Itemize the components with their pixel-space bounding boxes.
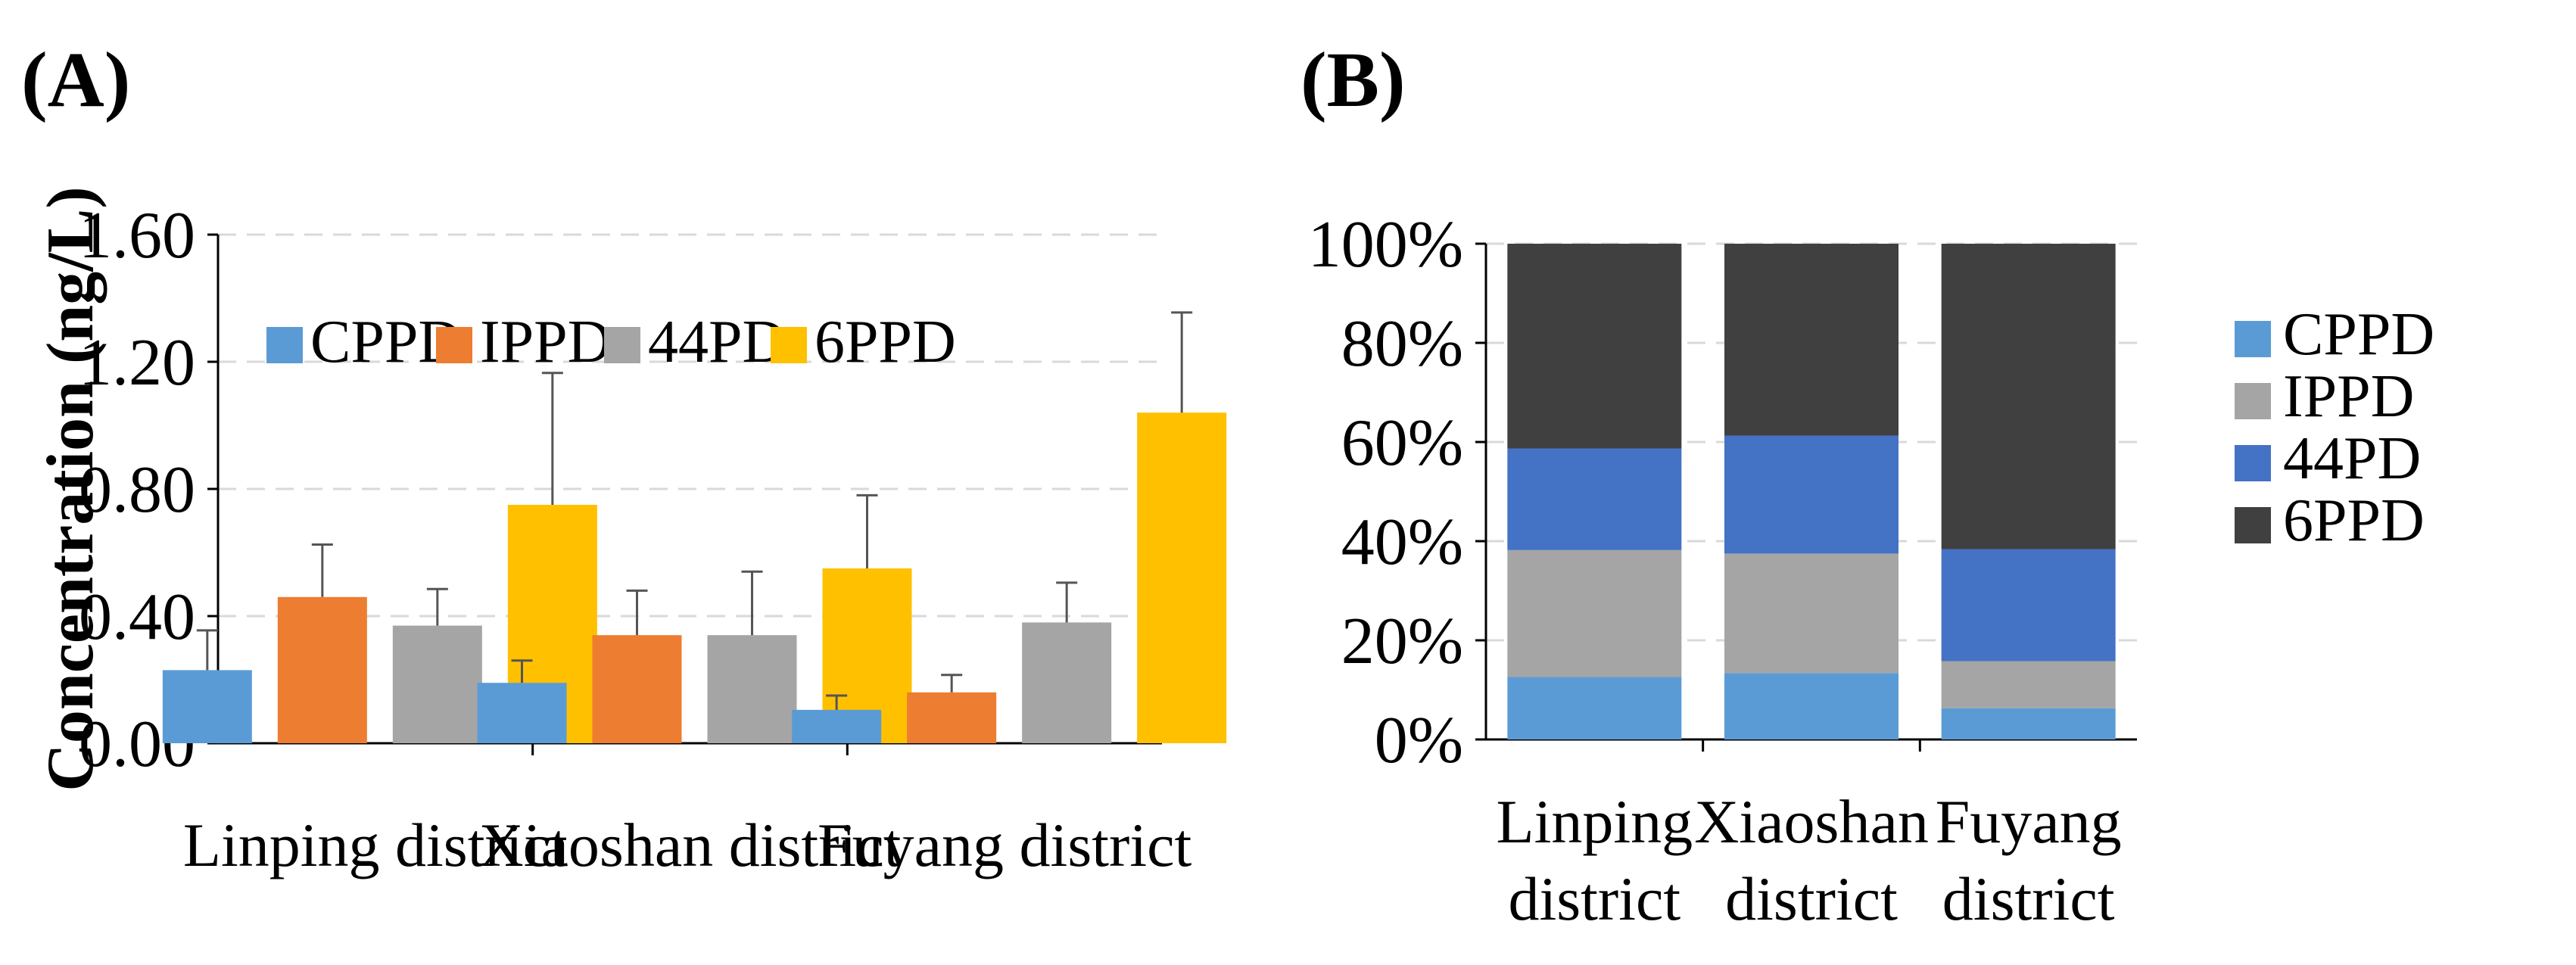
- y-tick-label: 100%: [1308, 208, 1463, 282]
- bar-44pd: [1022, 622, 1112, 743]
- legend-swatch-cppd: [266, 327, 303, 363]
- bar-44pd: [392, 625, 482, 743]
- y-tick-label: 80%: [1341, 307, 1463, 381]
- x-category-label-line1: Fuyang: [1936, 787, 2122, 856]
- legend-swatch-cppd: [2235, 321, 2271, 357]
- legend-label-44pd: 44PD: [2283, 425, 2421, 492]
- stacked-segment-ippd: [1724, 553, 1899, 674]
- stacked-segment-44pd: [1507, 448, 1682, 550]
- panel-b-label: (B): [1300, 36, 1406, 123]
- bar-ippd: [277, 596, 367, 743]
- bar-cppd: [792, 709, 882, 743]
- legend-label-6ppd: 6PPD: [2283, 487, 2425, 554]
- y-axis-label: Concentration (ng/L): [34, 186, 107, 791]
- bar-ippd: [907, 692, 997, 743]
- x-category-label-line2: district: [1725, 864, 1898, 933]
- legend-swatch-ippd: [2235, 383, 2271, 419]
- y-tick-label: 60%: [1341, 406, 1463, 480]
- legend-label-ippd: IPPD: [480, 309, 611, 375]
- y-tick-label: 0%: [1375, 704, 1463, 777]
- legend-label-44pd: 44PD: [648, 309, 786, 375]
- x-category-label-line1: Xiaoshan: [1694, 787, 1929, 856]
- bar-6ppd: [1137, 412, 1227, 743]
- stacked-segment-6ppd: [1941, 244, 2116, 549]
- legend-label-6ppd: 6PPD: [815, 309, 956, 375]
- panel-b-chart: (B)0%20%40%60%80%100%LinpingdistrictXiao…: [1300, 36, 2434, 933]
- stacked-segment-cppd: [1941, 708, 2116, 739]
- legend-label-ippd: IPPD: [2283, 363, 2414, 430]
- y-tick-label: 1.60: [79, 199, 195, 272]
- x-category-label-line1: Linping: [1497, 787, 1693, 856]
- legend-swatch-ippd: [436, 327, 472, 363]
- x-category-label: Linping district: [183, 811, 568, 879]
- legend-swatch-6ppd: [2235, 507, 2271, 543]
- stacked-segment-ippd: [1507, 549, 1682, 677]
- stacked-segment-44pd: [1724, 435, 1899, 554]
- legend-swatch-44pd: [2235, 445, 2271, 481]
- y-tick-label: 0.80: [79, 453, 195, 527]
- stacked-segment-ippd: [1941, 661, 2116, 708]
- panel-a-label: (A): [21, 36, 130, 123]
- stacked-segment-44pd: [1941, 549, 2116, 661]
- stacked-segment-cppd: [1507, 677, 1682, 739]
- legend-label-cppd: CPPD: [2283, 301, 2434, 368]
- y-tick-label: 20%: [1341, 605, 1463, 678]
- x-category-label: Xiaoshan district: [479, 811, 902, 879]
- stacked-segment-cppd: [1724, 673, 1899, 739]
- stacked-segment-6ppd: [1507, 244, 1682, 449]
- bar-cppd: [162, 670, 252, 743]
- x-category-label-line2: district: [1942, 864, 2115, 933]
- x-category-label: Fuyang district: [818, 811, 1191, 879]
- bar-cppd: [477, 683, 567, 743]
- y-tick-label: 40%: [1341, 506, 1463, 579]
- x-category-label-line2: district: [1508, 864, 1680, 933]
- bar-ippd: [592, 635, 682, 743]
- y-tick-label: 0.40: [79, 581, 195, 654]
- legend-swatch-6ppd: [771, 327, 807, 363]
- stacked-segment-6ppd: [1724, 244, 1899, 436]
- y-tick-label: 1.20: [79, 326, 195, 400]
- legend-swatch-44pd: [604, 327, 640, 363]
- bar-44pd: [707, 635, 797, 743]
